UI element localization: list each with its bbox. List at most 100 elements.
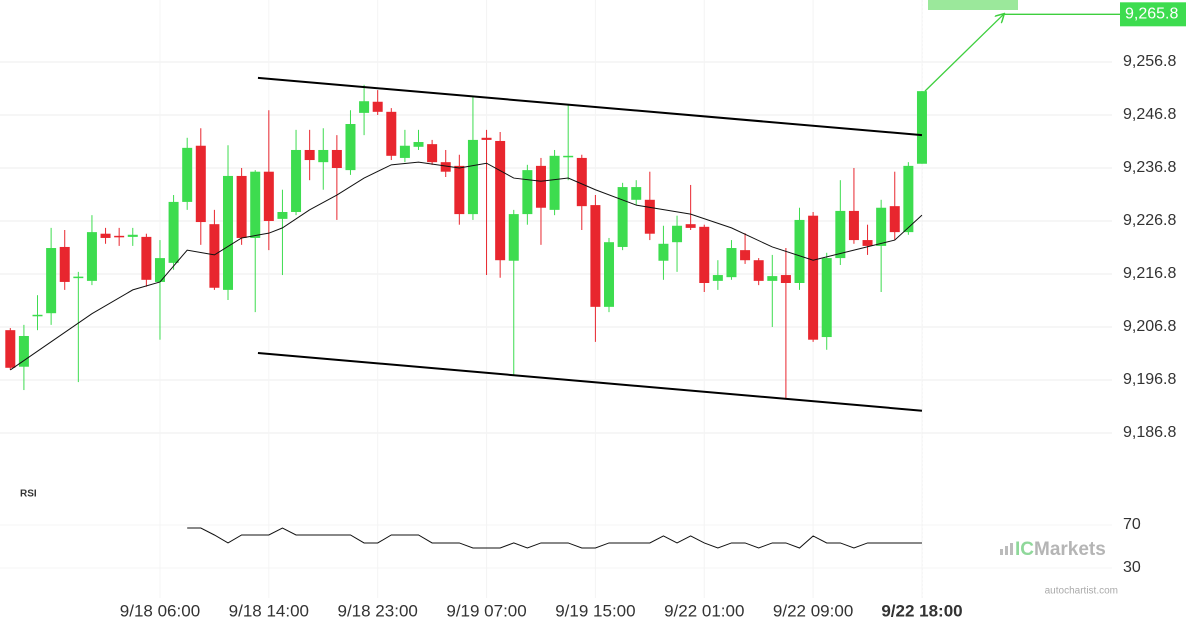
candle-body [18,335,29,367]
candle-body [345,124,356,171]
last-price-box [1120,2,1186,27]
candle-body [114,235,125,238]
candle-body [263,171,274,221]
rsi-line [187,527,922,549]
candle-body [604,242,615,307]
candle-body [127,234,138,237]
x-tick-label: 9/22 18:00 [881,601,962,620]
candle-body [808,215,819,340]
target-zone [928,0,1018,10]
candle-body [740,250,751,261]
candle-body [386,111,397,156]
candle-body [780,275,791,283]
candle-body [753,260,764,281]
candle-body [617,187,628,247]
candle-body [304,149,315,161]
candle-body [481,137,492,140]
candle-body [5,330,16,368]
candle-body [331,149,342,168]
candle-body [889,206,900,233]
candle-body [522,170,533,215]
candle-body [535,165,546,208]
candle-body [726,248,737,278]
candle-body [767,276,778,281]
candle-body [672,225,683,243]
candle-body [876,207,887,246]
candle-body [440,162,451,172]
candle-body [590,205,601,307]
candle-body [862,240,873,246]
watermark-brand: ICMarkets [1015,539,1106,560]
brand-name: Markets [1034,539,1106,560]
logo-bar [1005,546,1008,555]
x-tick-label: 9/18 14:00 [229,601,309,620]
rsi-tick-label: 30 [1123,559,1141,576]
rsi-tick-label: 70 [1123,516,1141,533]
candle-body [508,214,519,261]
last-price-label: 9,265.8 [1125,6,1178,23]
candle-body [182,147,193,202]
candle-body [168,201,179,263]
forecast-arrow [924,14,1004,92]
x-tick-label: 9/18 23:00 [338,601,418,620]
candle-body [46,248,57,314]
y-tick-label: 9,206.8 [1123,318,1176,335]
x-tick-label: 9/22 01:00 [664,601,744,620]
candle-body [903,165,914,233]
candle-body [399,145,410,158]
watermark-source: autochartist.com [1045,586,1118,597]
candle-body [794,219,805,283]
y-tick-label: 9,196.8 [1123,371,1176,388]
candle-body [685,224,696,228]
candle-body [154,258,165,282]
candle-body [712,275,723,281]
candle-body [209,224,220,288]
candle-body [318,149,329,163]
candle-body [576,157,587,207]
y-tick-label: 9,246.8 [1123,106,1176,123]
y-tick-label: 9,216.8 [1123,265,1176,282]
rsi-title: RSI [20,489,37,500]
candle-body [848,210,859,241]
y-tick-label: 9,186.8 [1123,424,1176,441]
candle-body [699,226,710,283]
y-tick-label: 9,236.8 [1123,159,1176,176]
candle-body [250,171,261,238]
candle-body [141,236,152,280]
candle-body [32,314,43,317]
candle-body [277,211,288,219]
x-tick-label: 9/19 15:00 [555,601,635,620]
candle-body [549,155,560,210]
candle-body [223,175,234,290]
candle-body [359,101,370,113]
candle-body [413,142,424,147]
channel-line [257,76,923,137]
y-tick-label: 9,256.8 [1123,53,1176,70]
candle-body [372,101,383,112]
candle-body [467,139,478,215]
candle-body [236,175,247,238]
candle-body [427,144,438,163]
candle-body [73,276,84,279]
x-tick-label: 9/19 07:00 [446,601,526,620]
logo-bar [1000,549,1003,555]
candle-body [563,155,574,158]
brand-prefix: IC [1015,539,1034,560]
moving-average [10,161,923,371]
candle-body [644,199,655,234]
candle-body [835,210,846,259]
logo-bar [1010,543,1013,555]
candle-body [291,149,302,212]
y-tick-label: 9,226.8 [1123,212,1176,229]
candle-body [821,258,832,338]
candle-body [454,165,465,215]
watermark: ICMarkets autochartist.com [1000,539,1118,597]
candle-body [916,91,927,164]
x-tick-label: 9/22 09:00 [773,601,853,620]
candle-body [100,233,111,238]
candle-body [631,187,642,200]
candle-body [495,140,506,261]
candle-body [86,232,97,281]
